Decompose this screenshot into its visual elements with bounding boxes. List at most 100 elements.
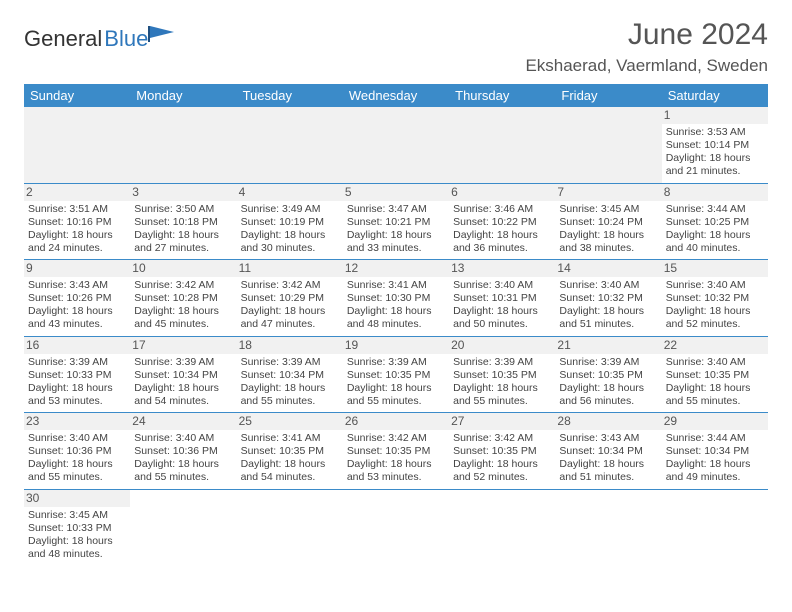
sunset-text: Sunset: 10:35 PM bbox=[453, 369, 551, 382]
day1-text: Daylight: 18 hours bbox=[347, 229, 445, 242]
header: GeneralBlue June 2024 Ekshaerad, Vaermla… bbox=[24, 18, 768, 76]
location-text: Ekshaerad, Vaermland, Sweden bbox=[525, 56, 768, 76]
calendar-cell: 17Sunrise: 3:39 AMSunset: 10:34 PMDaylig… bbox=[130, 336, 236, 413]
day2-text: and 53 minutes. bbox=[28, 395, 126, 408]
day1-text: Daylight: 18 hours bbox=[559, 458, 657, 471]
logo-text-1: General bbox=[24, 26, 102, 52]
day2-text: and 55 minutes. bbox=[241, 395, 339, 408]
sunrise-text: Sunrise: 3:42 AM bbox=[453, 432, 551, 445]
calendar-row: 30Sunrise: 3:45 AMSunset: 10:33 PMDaylig… bbox=[24, 489, 768, 565]
logo: GeneralBlue bbox=[24, 24, 176, 54]
calendar-cell: 8Sunrise: 3:44 AMSunset: 10:25 PMDayligh… bbox=[662, 183, 768, 260]
day-number: 2 bbox=[24, 184, 130, 201]
sunset-text: Sunset: 10:36 PM bbox=[28, 445, 126, 458]
sunset-text: Sunset: 10:24 PM bbox=[559, 216, 657, 229]
day2-text: and 52 minutes. bbox=[666, 318, 764, 331]
sunrise-text: Sunrise: 3:44 AM bbox=[666, 203, 764, 216]
sunrise-text: Sunrise: 3:40 AM bbox=[666, 279, 764, 292]
sunset-text: Sunset: 10:26 PM bbox=[28, 292, 126, 305]
calendar-cell: 1Sunrise: 3:53 AMSunset: 10:14 PMDayligh… bbox=[662, 107, 768, 183]
sunset-text: Sunset: 10:28 PM bbox=[134, 292, 232, 305]
day-number: 8 bbox=[662, 184, 768, 201]
sunrise-text: Sunrise: 3:40 AM bbox=[134, 432, 232, 445]
day2-text: and 51 minutes. bbox=[559, 471, 657, 484]
sunrise-text: Sunrise: 3:46 AM bbox=[453, 203, 551, 216]
calendar-cell: 6Sunrise: 3:46 AMSunset: 10:22 PMDayligh… bbox=[449, 183, 555, 260]
day-number: 22 bbox=[662, 337, 768, 354]
sunrise-text: Sunrise: 3:42 AM bbox=[134, 279, 232, 292]
page-title: June 2024 bbox=[525, 18, 768, 52]
sunrise-text: Sunrise: 3:40 AM bbox=[28, 432, 126, 445]
col-wednesday: Wednesday bbox=[343, 84, 449, 107]
calendar-cell: 30Sunrise: 3:45 AMSunset: 10:33 PMDaylig… bbox=[24, 489, 130, 565]
day-number: 19 bbox=[343, 337, 449, 354]
day-number: 29 bbox=[662, 413, 768, 430]
calendar-cell: 3Sunrise: 3:50 AMSunset: 10:18 PMDayligh… bbox=[130, 183, 236, 260]
day-number: 4 bbox=[237, 184, 343, 201]
calendar-cell: 12Sunrise: 3:41 AMSunset: 10:30 PMDaylig… bbox=[343, 260, 449, 337]
calendar-cell bbox=[449, 107, 555, 183]
col-friday: Friday bbox=[555, 84, 661, 107]
calendar-cell: 2Sunrise: 3:51 AMSunset: 10:16 PMDayligh… bbox=[24, 183, 130, 260]
calendar-cell bbox=[24, 107, 130, 183]
day-number: 30 bbox=[24, 490, 130, 507]
calendar-cell bbox=[343, 489, 449, 565]
calendar-cell: 14Sunrise: 3:40 AMSunset: 10:32 PMDaylig… bbox=[555, 260, 661, 337]
day2-text: and 45 minutes. bbox=[134, 318, 232, 331]
day1-text: Daylight: 18 hours bbox=[241, 305, 339, 318]
sunset-text: Sunset: 10:21 PM bbox=[347, 216, 445, 229]
day2-text: and 54 minutes. bbox=[134, 395, 232, 408]
calendar-cell bbox=[343, 107, 449, 183]
sunset-text: Sunset: 10:34 PM bbox=[666, 445, 764, 458]
day2-text: and 21 minutes. bbox=[666, 165, 764, 178]
calendar-cell: 16Sunrise: 3:39 AMSunset: 10:33 PMDaylig… bbox=[24, 336, 130, 413]
sunrise-text: Sunrise: 3:44 AM bbox=[666, 432, 764, 445]
sunset-text: Sunset: 10:36 PM bbox=[134, 445, 232, 458]
day2-text: and 38 minutes. bbox=[559, 242, 657, 255]
day2-text: and 43 minutes. bbox=[28, 318, 126, 331]
sunrise-text: Sunrise: 3:43 AM bbox=[28, 279, 126, 292]
calendar-cell: 29Sunrise: 3:44 AMSunset: 10:34 PMDaylig… bbox=[662, 413, 768, 490]
sunset-text: Sunset: 10:32 PM bbox=[559, 292, 657, 305]
sunrise-text: Sunrise: 3:42 AM bbox=[347, 432, 445, 445]
sunrise-text: Sunrise: 3:39 AM bbox=[134, 356, 232, 369]
day1-text: Daylight: 18 hours bbox=[559, 305, 657, 318]
day-number: 26 bbox=[343, 413, 449, 430]
day-number: 1 bbox=[662, 107, 768, 124]
calendar-cell: 4Sunrise: 3:49 AMSunset: 10:19 PMDayligh… bbox=[237, 183, 343, 260]
day2-text: and 24 minutes. bbox=[28, 242, 126, 255]
sunrise-text: Sunrise: 3:45 AM bbox=[28, 509, 126, 522]
day-number: 6 bbox=[449, 184, 555, 201]
sunset-text: Sunset: 10:33 PM bbox=[28, 522, 126, 535]
calendar-cell: 15Sunrise: 3:40 AMSunset: 10:32 PMDaylig… bbox=[662, 260, 768, 337]
sunrise-text: Sunrise: 3:40 AM bbox=[666, 356, 764, 369]
calendar-cell: 7Sunrise: 3:45 AMSunset: 10:24 PMDayligh… bbox=[555, 183, 661, 260]
title-block: June 2024 Ekshaerad, Vaermland, Sweden bbox=[525, 18, 768, 76]
day1-text: Daylight: 18 hours bbox=[347, 458, 445, 471]
day2-text: and 55 minutes. bbox=[28, 471, 126, 484]
day2-text: and 50 minutes. bbox=[453, 318, 551, 331]
day1-text: Daylight: 18 hours bbox=[134, 229, 232, 242]
calendar-cell: 27Sunrise: 3:42 AMSunset: 10:35 PMDaylig… bbox=[449, 413, 555, 490]
day2-text: and 54 minutes. bbox=[241, 471, 339, 484]
day2-text: and 55 minutes. bbox=[134, 471, 232, 484]
calendar-cell: 13Sunrise: 3:40 AMSunset: 10:31 PMDaylig… bbox=[449, 260, 555, 337]
day1-text: Daylight: 18 hours bbox=[28, 382, 126, 395]
day1-text: Daylight: 18 hours bbox=[559, 382, 657, 395]
day-number: 20 bbox=[449, 337, 555, 354]
calendar-cell: 9Sunrise: 3:43 AMSunset: 10:26 PMDayligh… bbox=[24, 260, 130, 337]
day1-text: Daylight: 18 hours bbox=[453, 305, 551, 318]
sunrise-text: Sunrise: 3:40 AM bbox=[559, 279, 657, 292]
sunset-text: Sunset: 10:35 PM bbox=[453, 445, 551, 458]
sunset-text: Sunset: 10:35 PM bbox=[347, 445, 445, 458]
sunset-text: Sunset: 10:22 PM bbox=[453, 216, 551, 229]
day-number: 16 bbox=[24, 337, 130, 354]
sunrise-text: Sunrise: 3:41 AM bbox=[347, 279, 445, 292]
day2-text: and 36 minutes. bbox=[453, 242, 551, 255]
sunset-text: Sunset: 10:30 PM bbox=[347, 292, 445, 305]
calendar-cell bbox=[237, 489, 343, 565]
day1-text: Daylight: 18 hours bbox=[453, 458, 551, 471]
calendar-cell: 11Sunrise: 3:42 AMSunset: 10:29 PMDaylig… bbox=[237, 260, 343, 337]
day2-text: and 51 minutes. bbox=[559, 318, 657, 331]
day-number: 12 bbox=[343, 260, 449, 277]
